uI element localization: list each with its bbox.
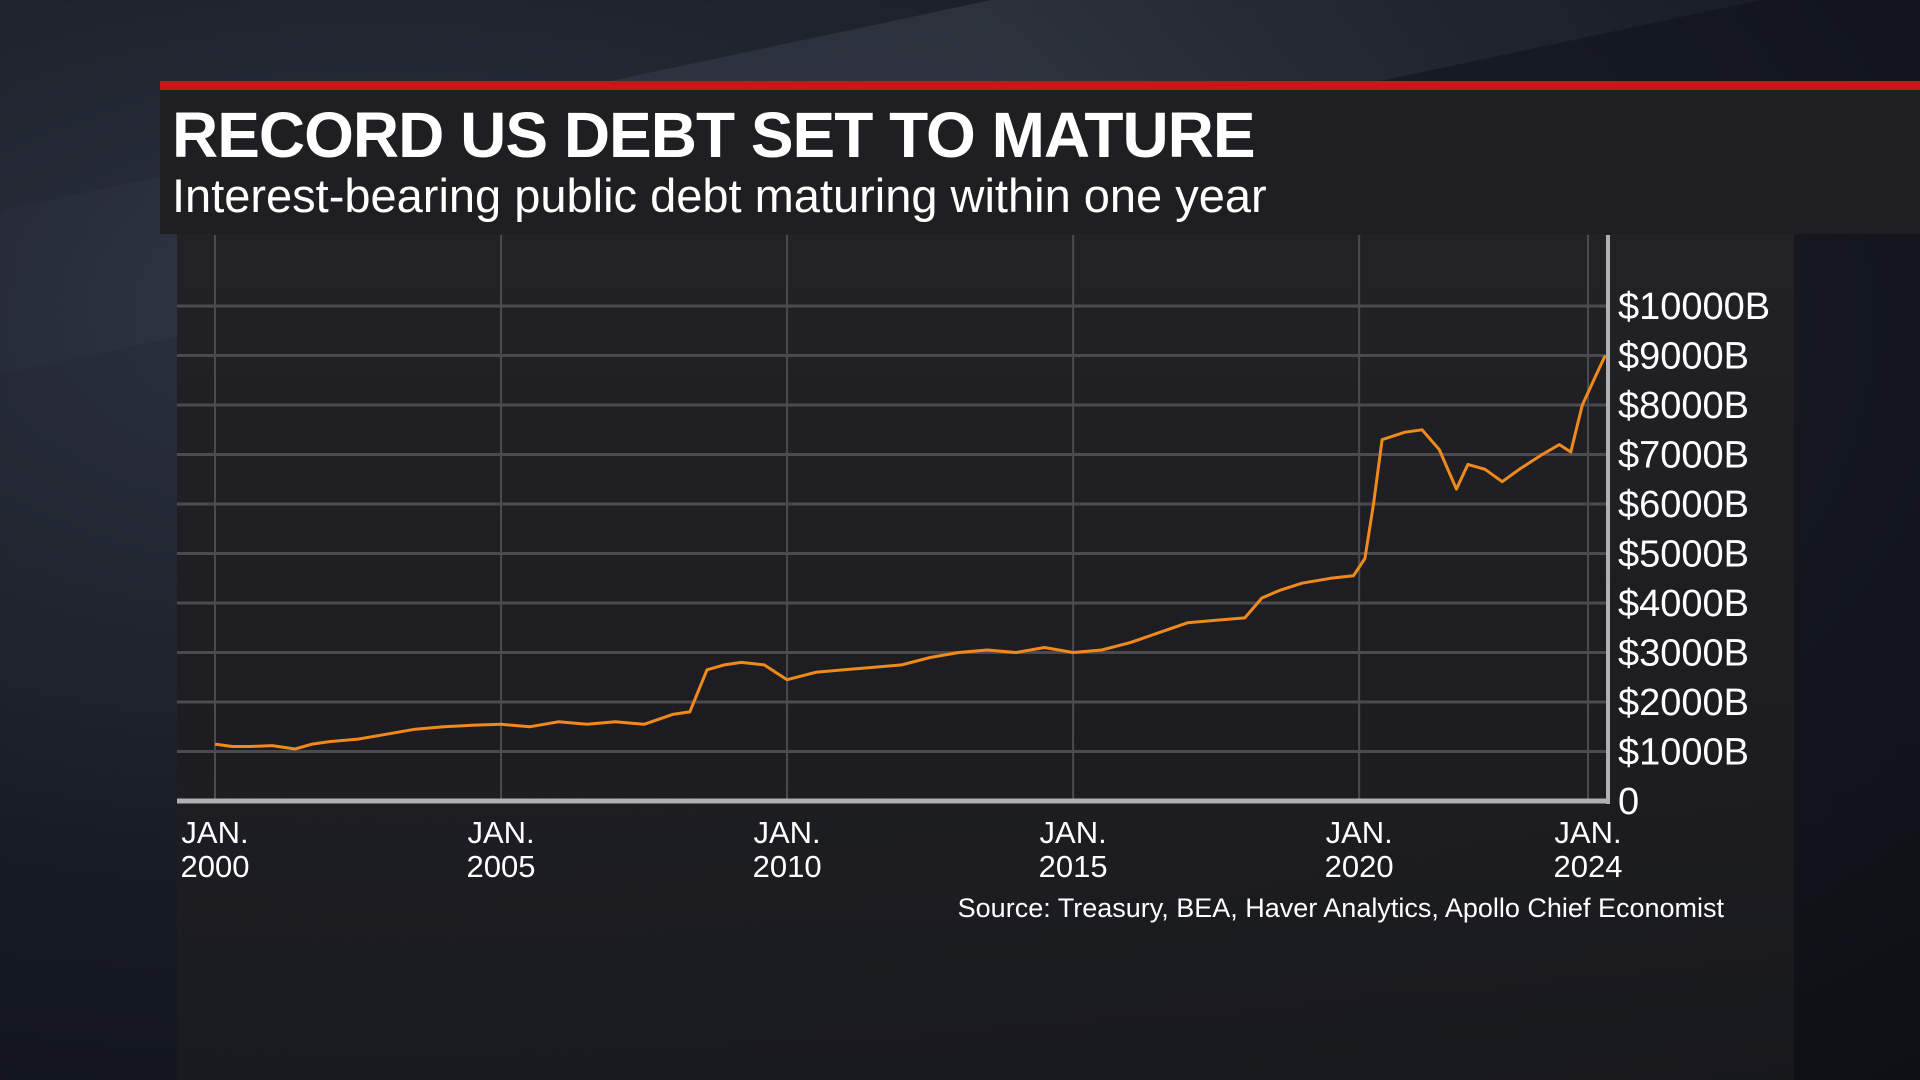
series-line [214,354,1607,751]
x-tick-label-month: JAN. [467,815,534,850]
source-note: Source: Treasury, BEA, Haver Analytics, … [957,893,1724,923]
y-tick-label: 0 [1618,781,1639,823]
x-tick-label-month: JAN. [753,815,820,850]
x-tick-label-year: 2024 [1554,849,1623,884]
x-tick-label-month: JAN. [1040,815,1107,850]
y-tick-label: $9000B [1618,336,1749,378]
title-box: RECORD US DEBT SET TO MATURE Interest-be… [160,90,1920,234]
y-tick-label: $3000B [1618,633,1749,675]
y-tick-label: $1000B [1618,732,1749,774]
accent-bar [160,81,1920,90]
x-tick-label-month: JAN. [1554,815,1621,850]
x-tick-label-year: 2020 [1325,849,1394,884]
x-tick-label-month: JAN. [1326,815,1393,850]
y-tick-label: $2000B [1618,682,1749,724]
y-tick-label: $8000B [1618,385,1749,427]
y-tick-label: $7000B [1618,435,1749,477]
x-tick-label-year: 2005 [467,849,536,884]
y-tick-label: $5000B [1618,534,1749,576]
x-tick-label-year: 2000 [181,849,250,884]
y-tick-label: $4000B [1618,583,1749,625]
chart-panel [177,234,1794,1080]
x-tick-label-year: 2015 [1039,849,1108,884]
x-tick-label-month: JAN. [181,815,248,850]
chart-title: RECORD US DEBT SET TO MATURE [172,99,1256,171]
x-tick-label-year: 2010 [753,849,822,884]
chart-subtitle: Interest-bearing public debt maturing wi… [172,169,1267,222]
y-tick-label: $6000B [1618,484,1749,526]
y-tick-label: $10000B [1618,286,1770,328]
